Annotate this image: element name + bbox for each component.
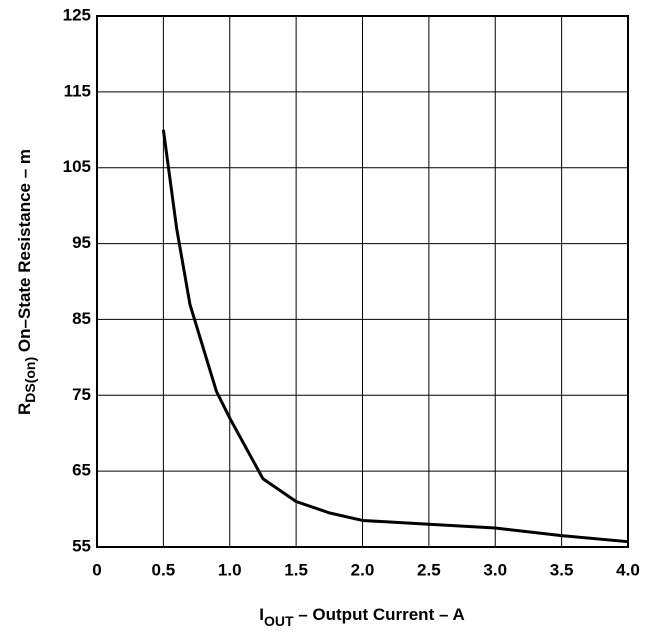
data-line xyxy=(161,129,629,544)
y-tick-label: 95 xyxy=(72,233,91,252)
x-tick-label: 3.5 xyxy=(550,560,574,579)
y-tick-label: 115 xyxy=(64,81,91,100)
y-label-sub: DS(on) xyxy=(22,357,38,403)
y-tick-label: 75 xyxy=(72,385,91,404)
y-label-rest: On–State Resistance – m xyxy=(15,149,34,357)
x-tick-label: 3.0 xyxy=(483,560,507,579)
x-label-main: I xyxy=(259,605,264,624)
x-tick-label: 0 xyxy=(92,560,101,579)
y-tick-label: 85 xyxy=(72,309,91,328)
y-axis-label: RDS(on) On–State Resistance – m xyxy=(15,149,37,415)
x-tick-label: 2.5 xyxy=(417,560,441,579)
x-tick-label: 4.0 xyxy=(616,560,640,579)
y-tick-label: 55 xyxy=(72,536,91,555)
x-tick-label: 1.0 xyxy=(218,560,242,579)
x-tick-label: 1.5 xyxy=(284,560,308,579)
y-tick-label: 105 xyxy=(63,157,91,176)
x-tick-label: 2.0 xyxy=(351,560,375,579)
y-tick-label: 65 xyxy=(72,461,91,480)
x-label-sub: OUT xyxy=(264,613,294,629)
plot-frame xyxy=(96,15,629,548)
y-label-main: R xyxy=(15,403,34,415)
x-axis-label: IOUT – Output Current – A xyxy=(259,605,465,628)
x-tick-label: 0.5 xyxy=(152,560,176,579)
y-tick-label: 125 xyxy=(63,5,91,24)
x-label-rest: – Output Current – A xyxy=(294,605,465,624)
